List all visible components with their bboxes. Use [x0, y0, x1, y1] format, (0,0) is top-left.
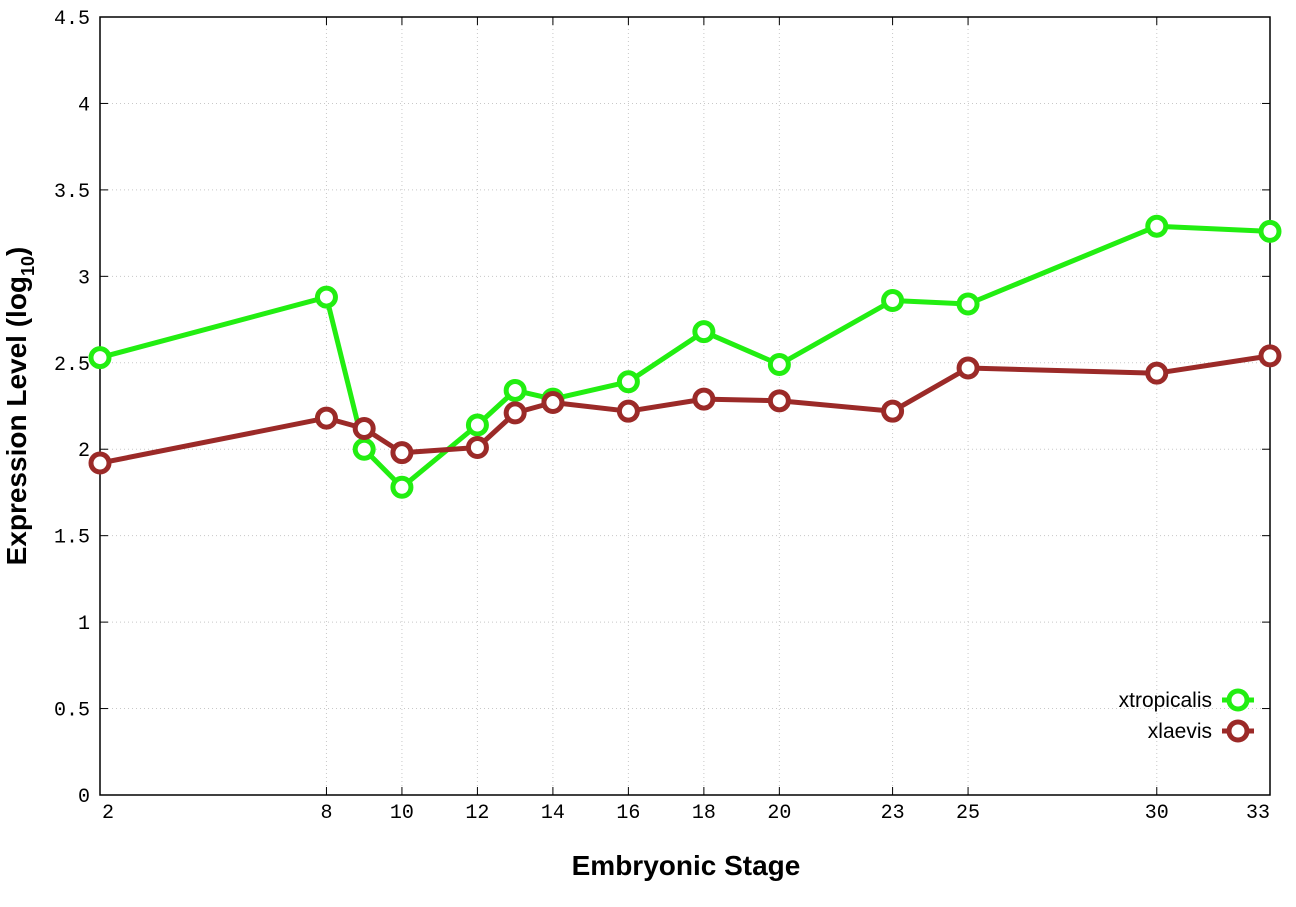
data-point — [352, 416, 376, 440]
data-point — [88, 451, 112, 475]
data-point — [767, 389, 791, 413]
x-tick-label: 10 — [390, 802, 414, 825]
y-tick-label: 2.5 — [54, 354, 90, 377]
x-tick-label: 18 — [692, 802, 716, 825]
x-axis-title: Embryonic Stage — [572, 850, 801, 881]
x-tick-label: 23 — [881, 802, 905, 825]
legend-item: xlaevis — [1148, 719, 1254, 743]
data-point — [767, 353, 791, 377]
data-point — [503, 401, 527, 425]
data-point — [390, 441, 414, 465]
x-tick-label: 2 — [102, 802, 114, 825]
data-point — [956, 292, 980, 316]
data-point — [881, 289, 905, 313]
series-group — [88, 214, 1282, 499]
x-tick-label: 30 — [1145, 802, 1169, 825]
data-point — [956, 356, 980, 380]
grid — [100, 17, 1270, 795]
data-point — [616, 399, 640, 423]
y-axis-title: Expression Level (log10) — [1, 247, 38, 566]
x-tick-label: 16 — [616, 802, 640, 825]
data-point — [390, 475, 414, 499]
data-point — [692, 320, 716, 344]
data-point — [314, 285, 338, 309]
series-xtropicalis — [88, 214, 1282, 499]
data-point — [881, 399, 905, 423]
series-line — [99, 223, 1271, 490]
axis-ticks: 0 0.5 1 1.5 2 2.5 3 3.5 4 4.5 2 8 10 12 14 16 18 20 23 25 30… — [54, 8, 1271, 825]
x-tick-label: 8 — [320, 802, 332, 825]
legend: xtropicalis xlaevis — [1119, 688, 1254, 743]
legend-label: xtropicalis — [1119, 689, 1212, 712]
legend-label: xlaevis — [1148, 720, 1212, 743]
data-point — [314, 406, 338, 430]
data-point — [616, 370, 640, 394]
x-tick-label: 25 — [956, 802, 980, 825]
data-point — [1145, 361, 1169, 385]
data-point — [503, 378, 527, 402]
legend-item: xtropicalis — [1119, 688, 1254, 712]
data-point — [1258, 344, 1282, 368]
y-tick-label: 2 — [78, 440, 90, 463]
x-tick-label: 12 — [465, 802, 489, 825]
y-tick-label: 0.5 — [54, 700, 90, 723]
plot-frame — [99, 16, 1271, 796]
y-tick-label: 3 — [78, 267, 90, 290]
data-point — [352, 437, 376, 461]
x-tick-label: 20 — [767, 802, 791, 825]
data-point — [88, 346, 112, 370]
x-tick-label: 33 — [1246, 802, 1270, 825]
y-tick-label: 4 — [78, 94, 90, 117]
data-point — [1145, 214, 1169, 238]
y-tick-label: 3.5 — [54, 181, 90, 204]
y-tick-label: 1 — [78, 613, 90, 636]
data-point — [465, 435, 489, 459]
y-tick-label: 1.5 — [54, 527, 90, 550]
series-xlaevis — [88, 344, 1282, 475]
data-point — [465, 413, 489, 437]
data-point — [541, 391, 565, 415]
legend-marker — [1226, 719, 1250, 743]
x-tick-label: 14 — [541, 802, 565, 825]
data-point — [1258, 219, 1282, 243]
series-line — [99, 353, 1271, 466]
legend-marker — [1226, 688, 1250, 712]
y-tick-label: 0 — [78, 786, 90, 809]
y-tick-label: 4.5 — [54, 8, 90, 31]
data-point — [692, 387, 716, 411]
